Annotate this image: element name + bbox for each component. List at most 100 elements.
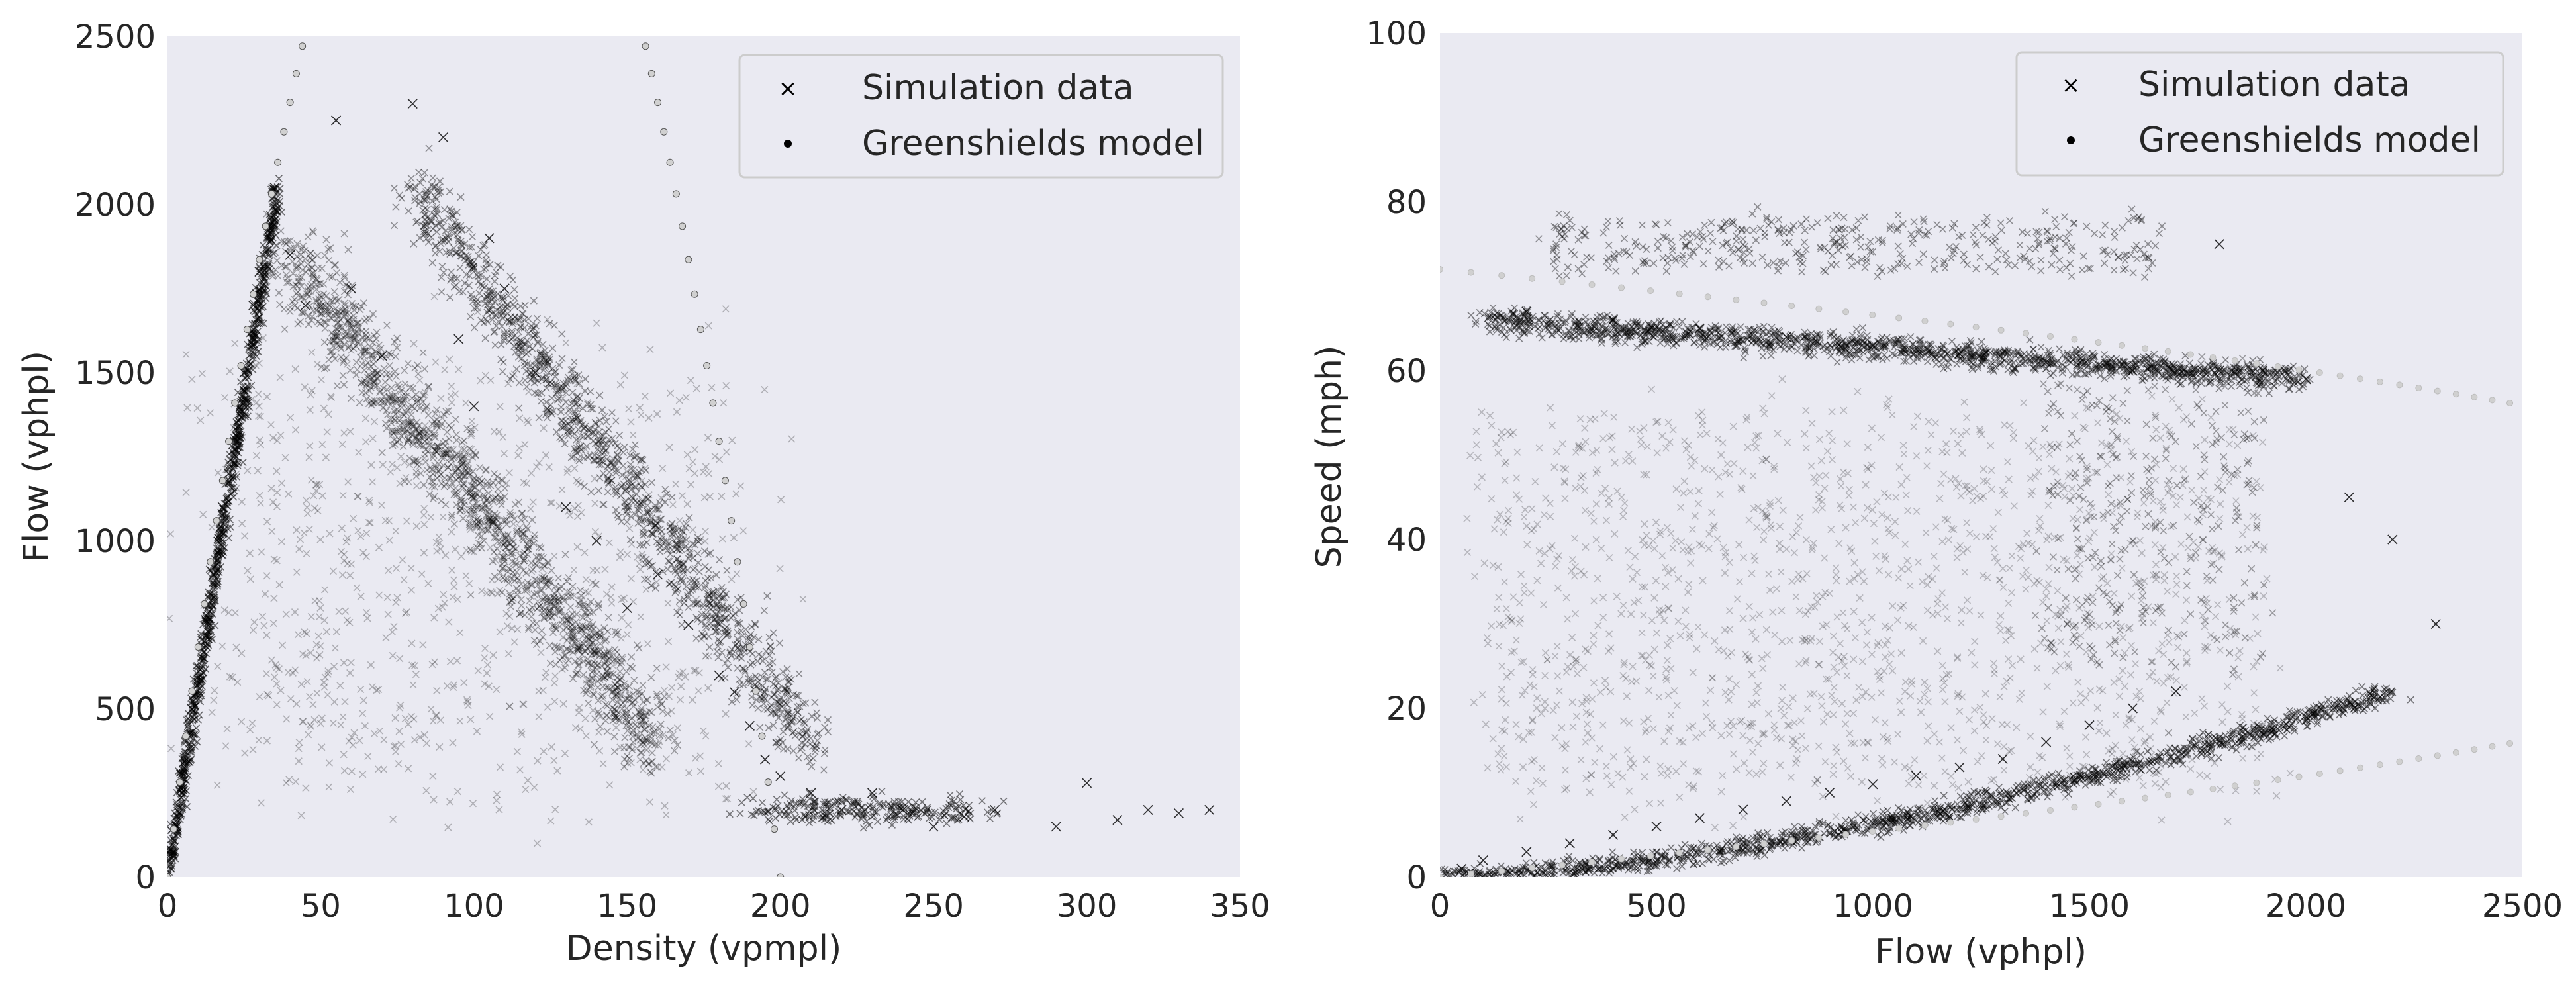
scatter-point (453, 488, 461, 496)
scatter-point (358, 348, 365, 355)
scatter-point (447, 453, 455, 461)
scatter-point (318, 293, 326, 301)
scatter-point (760, 754, 771, 765)
scatter-point (297, 282, 305, 290)
scatter-point (484, 233, 495, 244)
scatter-point (520, 611, 529, 619)
scatter-point (554, 574, 563, 582)
scatter-point (547, 600, 555, 608)
scatter-point (608, 696, 617, 704)
scatter-point (616, 431, 624, 440)
scatter-point (297, 293, 305, 301)
scatter-point (400, 393, 408, 400)
scatter-point (483, 496, 491, 504)
scatter-point (520, 530, 528, 538)
scatter-point (478, 504, 486, 512)
scatter-point (493, 538, 501, 546)
scatter-point (409, 438, 417, 446)
scatter-point (468, 243, 476, 251)
scatter-point (394, 381, 402, 389)
scatter-point (471, 451, 479, 459)
scatter-point (398, 400, 406, 408)
scatter-point (555, 608, 563, 616)
scatter-point (424, 434, 432, 442)
scatter-point (517, 516, 525, 524)
scatter-point (442, 449, 450, 457)
scatter-point (632, 687, 640, 695)
model-point (696, 326, 704, 334)
scatter-point (361, 348, 369, 355)
scatter-point (298, 293, 306, 301)
scatter-point (509, 568, 517, 577)
scatter-point (342, 281, 350, 289)
scatter-point (436, 218, 444, 226)
scatter-point (608, 688, 616, 696)
scatter-point (602, 711, 611, 719)
scatter-point (569, 628, 577, 636)
scatter-point (518, 602, 526, 610)
scatter-point (339, 371, 347, 379)
scatter-point (358, 379, 365, 387)
scatter-point (428, 465, 436, 473)
scatter-point (824, 716, 832, 724)
scatter-point (201, 632, 209, 640)
scatter-point (356, 306, 364, 314)
scatter-point (344, 318, 352, 326)
scatter-point (439, 235, 447, 243)
scatter-point (438, 132, 449, 142)
scatter-point (304, 287, 312, 295)
scatter-point (522, 582, 531, 590)
scatter-point (636, 514, 644, 523)
scatter-point (475, 517, 483, 526)
scatter-point (433, 416, 441, 424)
scatter-point (585, 635, 593, 643)
scatter-point (250, 334, 258, 342)
scatter-point (378, 350, 386, 358)
scatter-point (502, 534, 510, 543)
scatter-point (508, 335, 516, 343)
scatter-point (315, 295, 323, 303)
scatter-point (326, 244, 334, 252)
scatter-point (610, 713, 618, 721)
scatter-point (565, 612, 573, 620)
scatter-point (509, 538, 517, 546)
scatter-point (329, 352, 337, 359)
scatter-point (418, 428, 426, 436)
scatter-point (492, 534, 500, 541)
scatter-point (637, 707, 645, 715)
scatter-point (457, 497, 465, 505)
scatter-point (567, 592, 575, 600)
scatter-point (656, 697, 665, 705)
scatter-point (291, 302, 299, 310)
scatter-point (477, 316, 485, 324)
scatter-point (640, 741, 648, 749)
scatter-point (653, 569, 663, 580)
scatter-point (224, 492, 232, 500)
x-tick-label: 2000 (2266, 888, 2346, 925)
scatter-point (538, 596, 546, 604)
scatter-point (605, 647, 613, 655)
scatter-point (716, 614, 725, 622)
scatter-point (403, 426, 411, 434)
scatter-point (485, 514, 493, 522)
scatter-point (535, 552, 543, 560)
scatter-point (541, 593, 549, 601)
model-point (237, 362, 245, 370)
scatter-point (653, 505, 661, 513)
scatter-point (512, 585, 520, 592)
scatter-point (532, 641, 541, 649)
x-tick-label: 0 (1430, 888, 1451, 925)
scatter-point (622, 667, 630, 676)
scatter-point (583, 624, 591, 633)
scatter-point (521, 587, 529, 594)
scatter-point (187, 756, 195, 765)
scatter-point (508, 557, 516, 565)
scatter-point (647, 729, 655, 737)
scatter-point (928, 822, 939, 832)
scatter-point (367, 397, 375, 405)
scatter-point (484, 526, 492, 534)
scatter-point (340, 312, 348, 320)
scatter-point (344, 291, 352, 299)
x-tick-label: 50 (301, 888, 341, 925)
scatter-point (501, 539, 509, 547)
